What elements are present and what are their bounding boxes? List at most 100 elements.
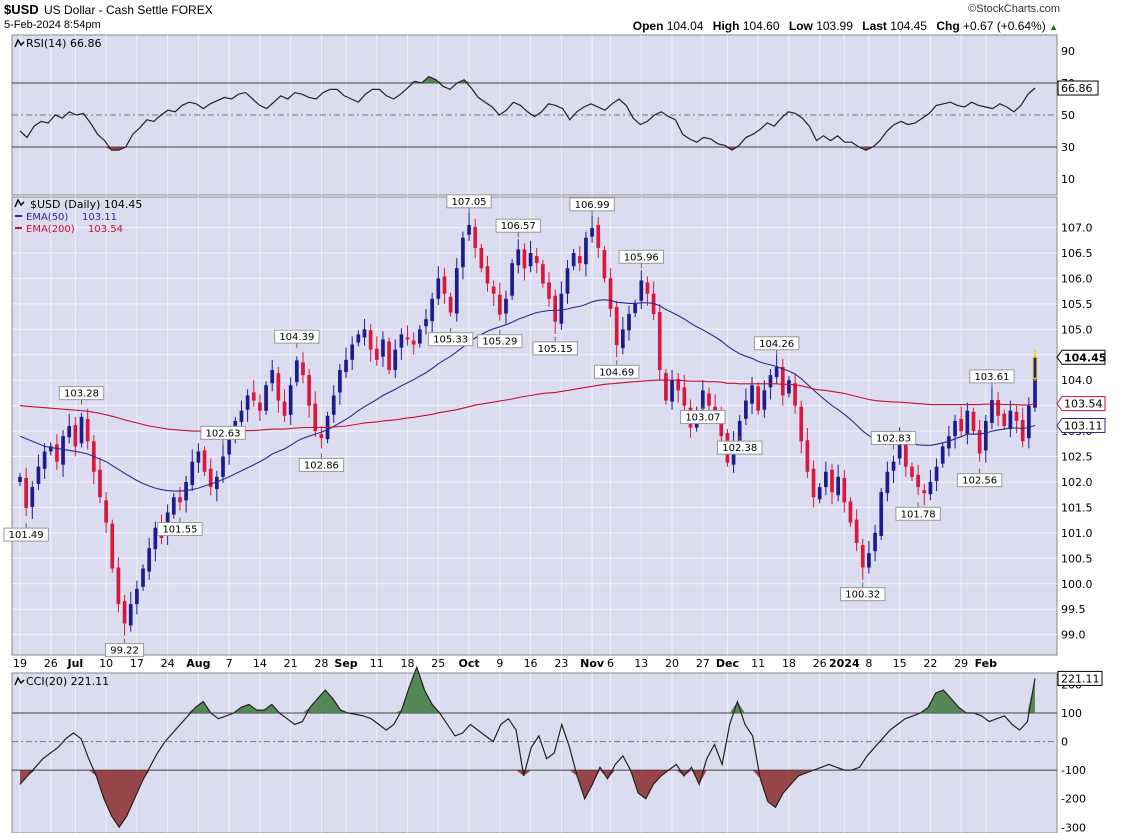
low-annotation-box [532,341,578,356]
cci-oversold-fill [20,770,1035,828]
candle-body [577,256,582,264]
candle-body [799,406,804,442]
candle-body [374,348,379,360]
candle-body [141,568,145,587]
low-annotation-box [680,410,726,425]
candle-body [787,380,791,394]
last-price-label-box [1056,349,1106,365]
candle-body [602,249,607,279]
rsi-last-box [1057,80,1099,96]
candle-body [768,375,773,388]
low-annotation-box [3,527,49,542]
candle-body [307,375,311,406]
panel-cci [11,672,1058,833]
candle-body [79,416,84,444]
ema200-legend-value: 103.54 [88,224,123,235]
candle-body [670,380,674,402]
candle-body [910,466,914,477]
candle-body [221,456,225,477]
ema50-legend-name: EMA(50) [26,212,68,223]
last-price-label: 104.45 [1064,351,1106,364]
chart-datetime: 5-Feb-2024 8:54pm [4,19,101,31]
candle-body [614,306,619,346]
candle-body [454,268,459,314]
candle-body [842,477,847,503]
x-tick-label: 16 [524,657,538,670]
low-label: Low [788,19,813,33]
candle-body [331,395,336,415]
chg-value: +0.67 (+0.64%) [963,19,1046,33]
rsi-y-tick: 50 [1061,109,1075,122]
candle-body [497,294,502,315]
ema200-last-label-box [1056,396,1106,412]
candle-body [645,282,650,294]
candle-body [104,500,108,523]
price-y-tick: 100.5 [1061,552,1093,565]
low-annotation: 102.86 [304,460,339,471]
candle-body [584,237,588,265]
low-annotation: 101.55 [162,525,197,536]
ema200-line [19,379,1036,433]
low-annotation-box [717,440,763,455]
candle-body [491,286,496,294]
candle-body [387,341,391,371]
candle-body [756,386,761,411]
candle-body [282,401,287,416]
x-tick-label: 18 [401,657,415,670]
candle-body [171,497,176,515]
candle-body [67,426,72,438]
rsi-line [19,75,1036,151]
rsi-y-tick: 30 [1061,141,1075,154]
candle-body [258,402,262,411]
candle-body [700,390,705,409]
x-tick-label: 24 [161,657,175,670]
candle-body [18,476,22,482]
candle-body [744,400,748,419]
last-value: 104.45 [890,19,927,33]
candle-body [1002,413,1007,426]
candle-body [836,476,840,496]
last-label: Last [862,19,887,33]
candle-body [996,400,1000,416]
candle-body [350,344,355,360]
candle-body [528,252,533,267]
candle-body [817,487,822,500]
low-annotation: 102.38 [722,443,757,454]
candle-body [227,436,231,455]
candle-body [848,501,853,523]
high-annotation: 102.63 [206,428,241,439]
candle-body [750,385,754,404]
candle-body [411,340,416,345]
candle-body [85,418,90,442]
rsi-oversold-fill [20,147,1035,151]
candle-body [270,370,275,384]
candle-body [288,385,293,415]
low-annotation: 99.22 [110,646,139,657]
candle-body [448,296,453,313]
candle-body [147,548,152,572]
ema200-last-label: 103.54 [1064,398,1103,411]
candle-body [215,476,219,490]
candle-body [1014,411,1019,421]
candle-body [516,249,521,266]
candle-body [504,298,508,314]
cci-legend: CCI(20) 221.11 [26,675,109,688]
open-value: 104.04 [666,19,704,33]
low-annotation: 104.69 [599,367,634,378]
candle-body [399,334,404,348]
price-y-tick: 99.5 [1061,603,1086,616]
candle-body [178,497,182,503]
price-y-tick: 106.0 [1061,272,1093,285]
candle-body [1027,405,1031,439]
candle-body [571,252,576,267]
indicator-icon [14,676,25,686]
candle-body [202,450,207,472]
low-annotation-box [956,473,1003,488]
candle-body [1008,410,1013,430]
candle-body [239,410,244,422]
candle-body [824,471,828,488]
candle-body [461,237,465,268]
candle-body [983,420,988,451]
candle-body [424,319,428,327]
